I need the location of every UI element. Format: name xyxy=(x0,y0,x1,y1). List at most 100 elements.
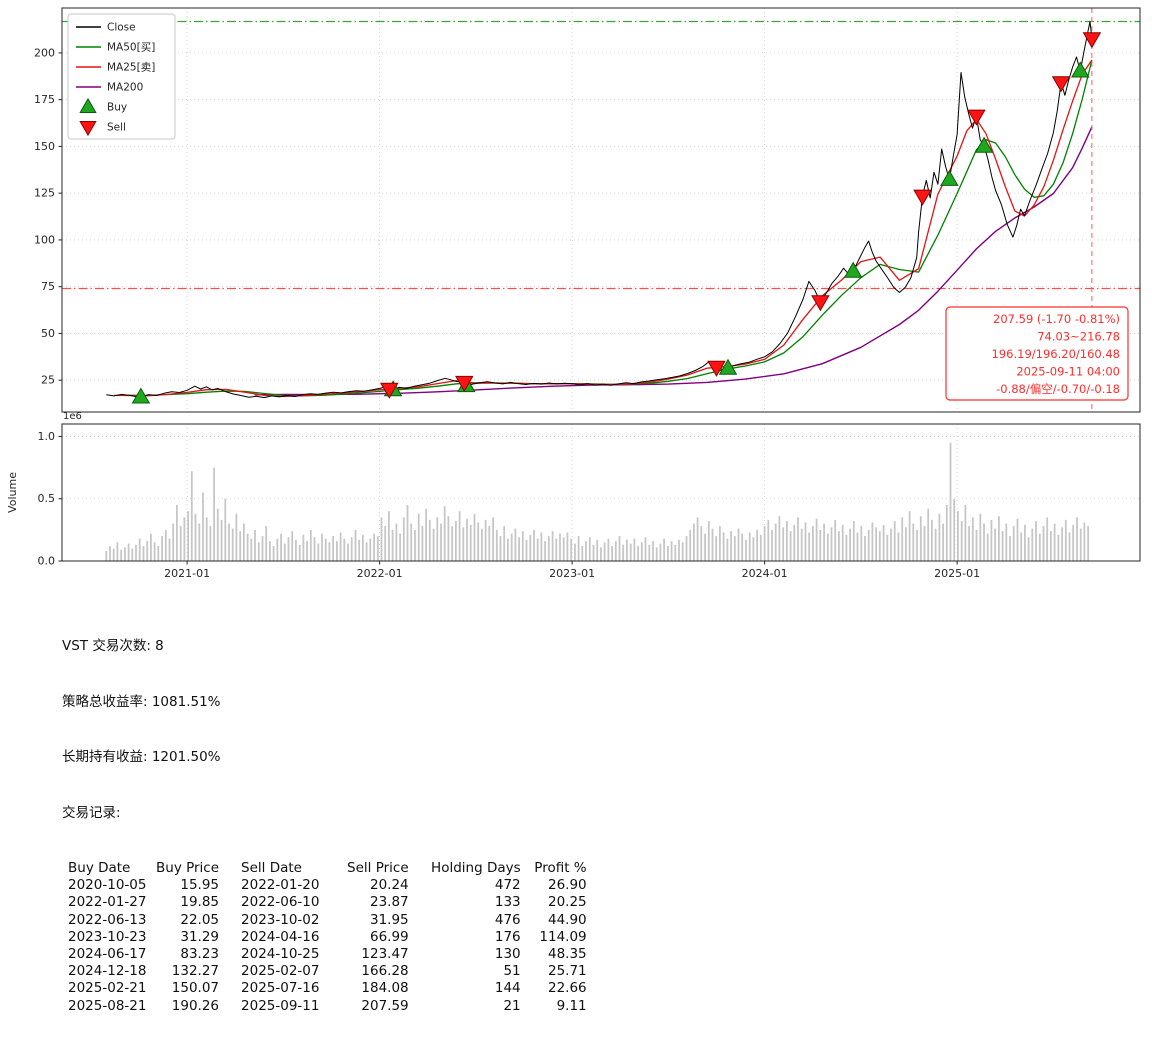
trade-cell: 31.29 xyxy=(180,928,220,945)
series-0 xyxy=(106,21,1093,399)
svg-text:25: 25 xyxy=(41,374,55,387)
svg-text:2024-01: 2024-01 xyxy=(742,567,788,580)
trade-cell: 2024-10-25 xyxy=(241,946,320,963)
svg-text:2021-01: 2021-01 xyxy=(164,567,210,580)
trade-col-header: Sell Date xyxy=(241,860,302,876)
trade-cell: 20.25 xyxy=(547,894,587,911)
axis-ticks: 25 50 75 100 125 150 175 200 0.0 0.5 1.0 2021-01 202… xyxy=(6,46,980,580)
trade-cell: 21 xyxy=(503,997,521,1014)
trade-row: 2025-02-21 150.07 2025-07-16 184.08 144 22.66 xyxy=(62,980,587,997)
svg-text:2025-01: 2025-01 xyxy=(934,567,980,580)
trade-cell: 114.09 xyxy=(539,928,587,945)
trade-cell: 176 xyxy=(494,928,521,945)
svg-text:0.0: 0.0 xyxy=(38,555,56,568)
trade-cell: 150.07 xyxy=(171,980,220,997)
svg-text:196.19/196.20/160.48: 196.19/196.20/160.48 xyxy=(992,347,1120,361)
trade-cell: 2025-08-21 xyxy=(68,997,147,1014)
svg-text:Sell: Sell xyxy=(107,122,126,134)
svg-text:1.0: 1.0 xyxy=(38,430,56,443)
trade-cell: 2022-06-10 xyxy=(241,894,320,911)
svg-text:-0.88/偏空/-0.70/-0.18: -0.88/偏空/-0.70/-0.18 xyxy=(996,382,1120,396)
trade-row: 2025-08-21 190.26 2025-09-11 207.59 21 9.11 xyxy=(62,998,587,1015)
trade-cell: 83.23 xyxy=(180,946,220,963)
trade-cell: 2025-07-16 xyxy=(241,980,320,997)
trade-cell: 2024-06-17 xyxy=(68,946,147,963)
series-1 xyxy=(121,59,1093,397)
trade-cell: 9.11 xyxy=(556,997,587,1014)
svg-text:2023-01: 2023-01 xyxy=(549,567,595,580)
chart-canvas: 207.59 (-1.70 -0.81%) 74.03~216.78 196.19/… xyxy=(6,7,1141,580)
trade-cell: 130 xyxy=(494,946,521,963)
svg-text:207.59 (-1.70 -0.81%): 207.59 (-1.70 -0.81%) xyxy=(993,312,1120,326)
trade-cell: 31.95 xyxy=(369,911,409,928)
trade-cell: 2025-09-11 xyxy=(241,997,320,1014)
trade-col-header: Profit % xyxy=(534,860,587,876)
trade-cell: 190.26 xyxy=(171,997,220,1014)
svg-text:50: 50 xyxy=(41,327,55,340)
trade-cell: 2023-10-02 xyxy=(241,911,320,928)
gridlines xyxy=(62,8,1140,562)
trade-row: 2020-10-05 15.95 2022-01-20 20.24 472 26.90 xyxy=(62,877,587,894)
trade-table: Buy Date Buy Price Sell Date Sell Price Hold… xyxy=(62,860,587,1015)
trade-row: 2022-06-13 22.05 2023-10-02 31.95 476 44.90 xyxy=(62,912,587,929)
trade-cell: 25.71 xyxy=(547,963,587,980)
trade-cell: 22.05 xyxy=(180,911,220,928)
stat-trade-count: VST 交易次数: 8 xyxy=(62,638,164,654)
trade-cell: 66.99 xyxy=(369,928,409,945)
svg-text:74.03~216.78: 74.03~216.78 xyxy=(1037,330,1120,344)
trade-row: 2024-12-18 132.27 2025-02-07 166.28 51 25.71 xyxy=(62,963,587,980)
trade-cell: 48.35 xyxy=(547,946,587,963)
legend: Close MA50[买] MA25[卖] MA200 Buy Sell xyxy=(67,13,176,140)
svg-text:175: 175 xyxy=(34,93,55,106)
trade-cell: 2025-02-07 xyxy=(241,963,320,980)
trade-cell: 144 xyxy=(494,980,521,997)
trade-cell: 19.85 xyxy=(180,894,220,911)
stat-total-return: 策略总收益率: 1081.51% xyxy=(62,693,221,710)
price-panel-border xyxy=(61,7,1141,413)
trade-cell: 2022-01-20 xyxy=(241,877,320,894)
svg-text:0.5: 0.5 xyxy=(38,492,56,505)
trade-cell: 207.59 xyxy=(361,997,409,1014)
figure: 207.59 (-1.70 -0.81%) 74.03~216.78 196.19/… xyxy=(6,7,1141,1014)
trade-row: 2023-10-23 31.29 2024-04-16 66.99 176 114.09 xyxy=(62,929,587,946)
trade-cell: 2022-01-27 xyxy=(68,894,147,911)
trade-cell: 2025-02-21 xyxy=(68,980,147,997)
trade-cell: 20.24 xyxy=(369,877,409,894)
info-annotation: 207.59 (-1.70 -0.81%) 74.03~216.78 196.19/… xyxy=(945,306,1129,401)
trade-cell: 2024-04-16 xyxy=(241,928,320,945)
svg-text:75: 75 xyxy=(41,280,55,293)
svg-text:1e6: 1e6 xyxy=(63,411,82,422)
trade-cell: 166.28 xyxy=(361,963,409,980)
svg-text:Close: Close xyxy=(107,22,136,34)
reference-lines xyxy=(62,20,1140,290)
svg-text:100: 100 xyxy=(34,233,55,246)
trade-cell: 132.27 xyxy=(171,963,220,980)
trade-log-title: 交易记录: xyxy=(62,804,121,821)
trade-markers xyxy=(131,32,1102,404)
svg-text:2025-09-11 04:00: 2025-09-11 04:00 xyxy=(1016,365,1120,379)
trade-row: 2024-06-17 83.23 2024-10-25 123.47 130 48.35 xyxy=(62,946,587,963)
trade-col-header: Sell Price xyxy=(347,860,409,876)
trade-cell: 2020-10-05 xyxy=(68,877,147,894)
trade-cell: 15.95 xyxy=(180,877,220,894)
stat-hold-return: 长期持有收益: 1201.50% xyxy=(62,749,221,765)
svg-text:MA200: MA200 xyxy=(107,82,143,94)
trade-col-header: Holding Days xyxy=(431,860,521,876)
svg-text:MA25[卖]: MA25[卖] xyxy=(107,62,155,74)
trade-col-header: Buy Price xyxy=(156,860,220,876)
svg-text:150: 150 xyxy=(34,140,55,153)
price-series xyxy=(106,21,1093,399)
svg-text:MA50[买]: MA50[买] xyxy=(107,42,155,54)
trade-cell: 2024-12-18 xyxy=(68,963,147,980)
trade-cell: 472 xyxy=(494,877,521,894)
trade-row: 2022-01-27 19.85 2022-06-10 23.87 133 20.25 xyxy=(62,894,587,911)
trade-col-header: Buy Date xyxy=(68,860,131,876)
trade-cell: 133 xyxy=(494,894,521,911)
stats-block: VST 交易次数: 8 策略总收益率: 1081.51% 长期持有收益: 120… xyxy=(62,600,587,1052)
trade-cell: 22.66 xyxy=(547,980,587,997)
svg-text:Volume: Volume xyxy=(6,472,19,513)
volume-panel-border xyxy=(61,423,1141,562)
trade-cell: 51 xyxy=(503,963,521,980)
svg-text:125: 125 xyxy=(34,187,55,200)
trade-cell: 123.47 xyxy=(361,946,409,963)
